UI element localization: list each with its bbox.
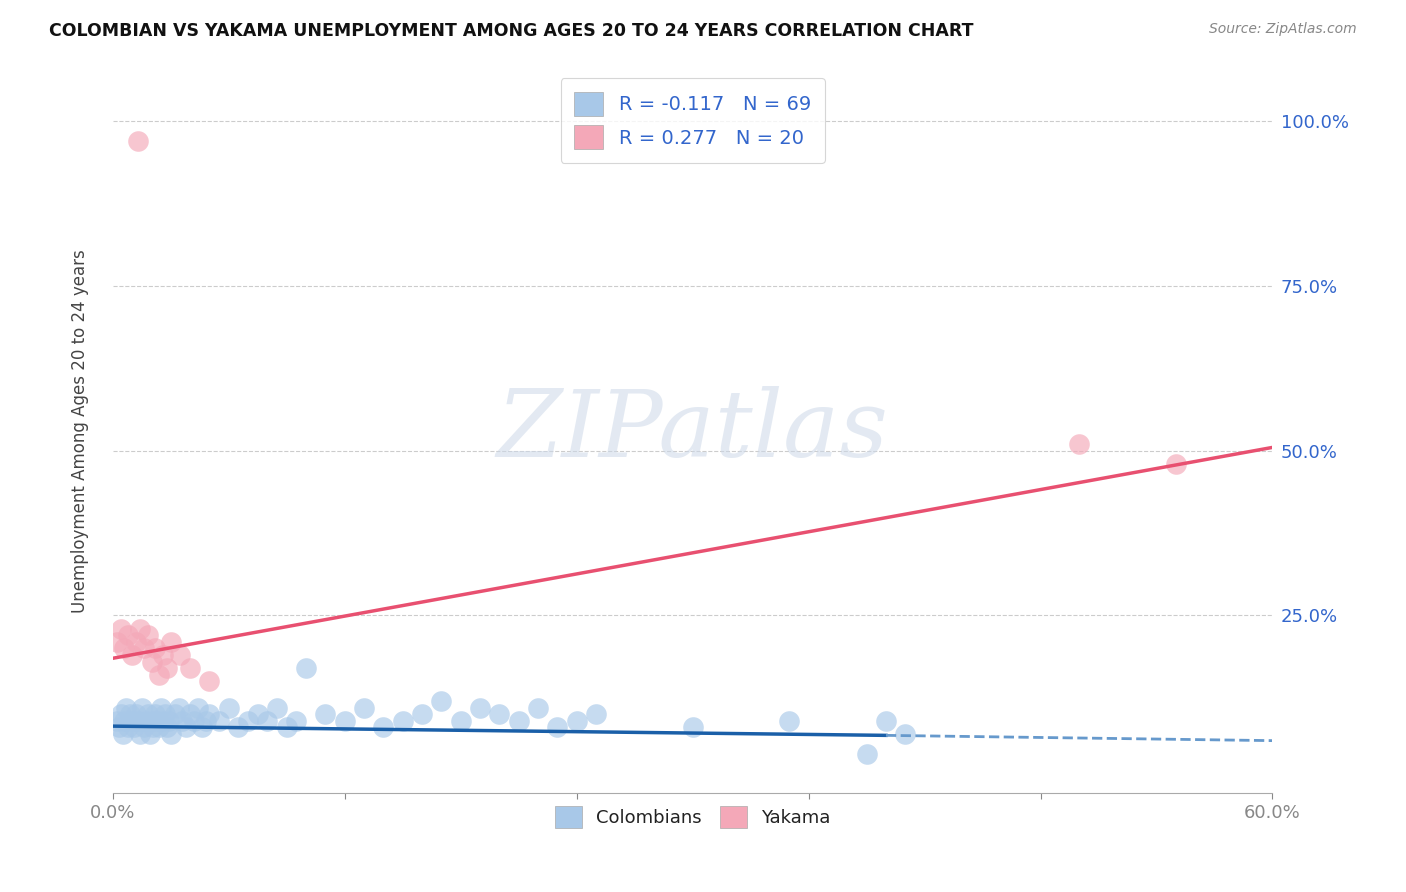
Point: [508, 714, 530, 728]
Point: [256, 714, 278, 728]
Point: [127, 714, 149, 728]
Point: [682, 721, 704, 735]
Point: [117, 721, 139, 735]
Point: [190, 721, 212, 735]
Point: [107, 721, 129, 735]
Point: [894, 727, 917, 741]
Point: [121, 648, 143, 662]
Point: [353, 700, 375, 714]
Point: [127, 134, 149, 148]
Point: [157, 714, 180, 728]
Point: [156, 721, 179, 735]
Point: [1069, 437, 1091, 451]
Point: [136, 628, 159, 642]
Text: Source: ZipAtlas.com: Source: ZipAtlas.com: [1209, 22, 1357, 37]
Point: [129, 727, 152, 741]
Point: [117, 628, 139, 642]
Point: [1164, 457, 1187, 471]
Point: [145, 641, 167, 656]
Point: [391, 714, 413, 728]
Point: [111, 727, 134, 741]
Point: [105, 714, 128, 728]
Point: [125, 634, 148, 648]
Point: [174, 721, 197, 735]
Text: ZIPatlas: ZIPatlas: [496, 386, 889, 476]
Point: [565, 714, 588, 728]
Point: [148, 721, 170, 735]
Point: [314, 707, 336, 722]
Point: [105, 634, 128, 648]
Point: [276, 721, 298, 735]
Point: [160, 727, 183, 741]
Point: [488, 707, 510, 722]
Point: [218, 700, 240, 714]
Point: [285, 714, 308, 728]
Point: [132, 641, 155, 656]
Point: [546, 721, 568, 735]
Point: [129, 622, 152, 636]
Point: [430, 694, 453, 708]
Point: [527, 700, 550, 714]
Point: [145, 707, 167, 722]
Point: [150, 700, 173, 714]
Point: [141, 714, 163, 728]
Point: [468, 700, 491, 714]
Point: [152, 714, 174, 728]
Point: [156, 661, 179, 675]
Point: [125, 707, 148, 722]
Point: [172, 714, 194, 728]
Point: [135, 714, 157, 728]
Point: [183, 714, 205, 728]
Point: [142, 721, 165, 735]
Point: [115, 700, 138, 714]
Point: [160, 634, 183, 648]
Point: [179, 707, 201, 722]
Point: [114, 714, 136, 728]
Point: [875, 714, 897, 728]
Point: [138, 727, 160, 741]
Text: COLOMBIAN VS YAKAMA UNEMPLOYMENT AMONG AGES 20 TO 24 YEARS CORRELATION CHART: COLOMBIAN VS YAKAMA UNEMPLOYMENT AMONG A…: [49, 22, 974, 40]
Point: [141, 655, 163, 669]
Y-axis label: Unemployment Among Ages 20 to 24 years: Unemployment Among Ages 20 to 24 years: [72, 249, 89, 613]
Point: [585, 707, 607, 722]
Point: [198, 674, 221, 689]
Point: [198, 707, 221, 722]
Point: [136, 707, 159, 722]
Point: [179, 661, 201, 675]
Point: [120, 707, 142, 722]
Point: [131, 700, 153, 714]
Point: [153, 707, 176, 722]
Point: [146, 714, 169, 728]
Point: [132, 721, 155, 735]
Point: [152, 648, 174, 662]
Point: [110, 622, 132, 636]
Point: [778, 714, 800, 728]
Point: [169, 648, 191, 662]
Point: [208, 714, 231, 728]
Point: [163, 707, 186, 722]
Point: [194, 714, 217, 728]
Legend: Colombians, Yakama: Colombians, Yakama: [547, 798, 838, 835]
Point: [333, 714, 356, 728]
Point: [110, 707, 132, 722]
Point: [148, 667, 170, 681]
Point: [122, 721, 145, 735]
Point: [236, 714, 259, 728]
Point: [167, 700, 190, 714]
Point: [450, 714, 472, 728]
Point: [121, 714, 143, 728]
Point: [855, 747, 877, 761]
Point: [411, 707, 433, 722]
Point: [266, 700, 288, 714]
Point: [228, 721, 250, 735]
Point: [373, 721, 395, 735]
Point: [246, 707, 269, 722]
Point: [114, 641, 136, 656]
Point: [295, 661, 318, 675]
Point: [187, 700, 209, 714]
